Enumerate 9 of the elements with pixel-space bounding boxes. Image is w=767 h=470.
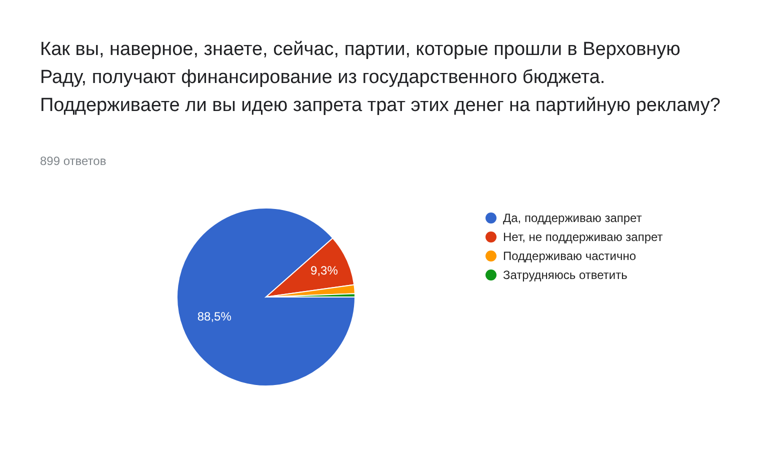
legend-label: Нет, не поддерживаю запрет (503, 230, 663, 244)
legend-label: Да, поддерживаю запрет (503, 210, 642, 224)
data-label: 9,3% (310, 263, 338, 278)
chart-title: Как вы, наверное, знаете, сейчас, партии, которые прошли в Верховную Раду, получают финансирование из государственного бюджета. Поддерживаете ли вы идею запрета трат этих денег на партийную рекламу? (40, 38, 722, 118)
text: 899 ответов (40, 154, 106, 168)
data-label: 88,5% (197, 310, 232, 324)
pie-slice (176, 208, 356, 386)
legend-label: Затрудняюсь ответить (503, 268, 628, 282)
legend-label: Поддерживаю частично (503, 248, 636, 262)
